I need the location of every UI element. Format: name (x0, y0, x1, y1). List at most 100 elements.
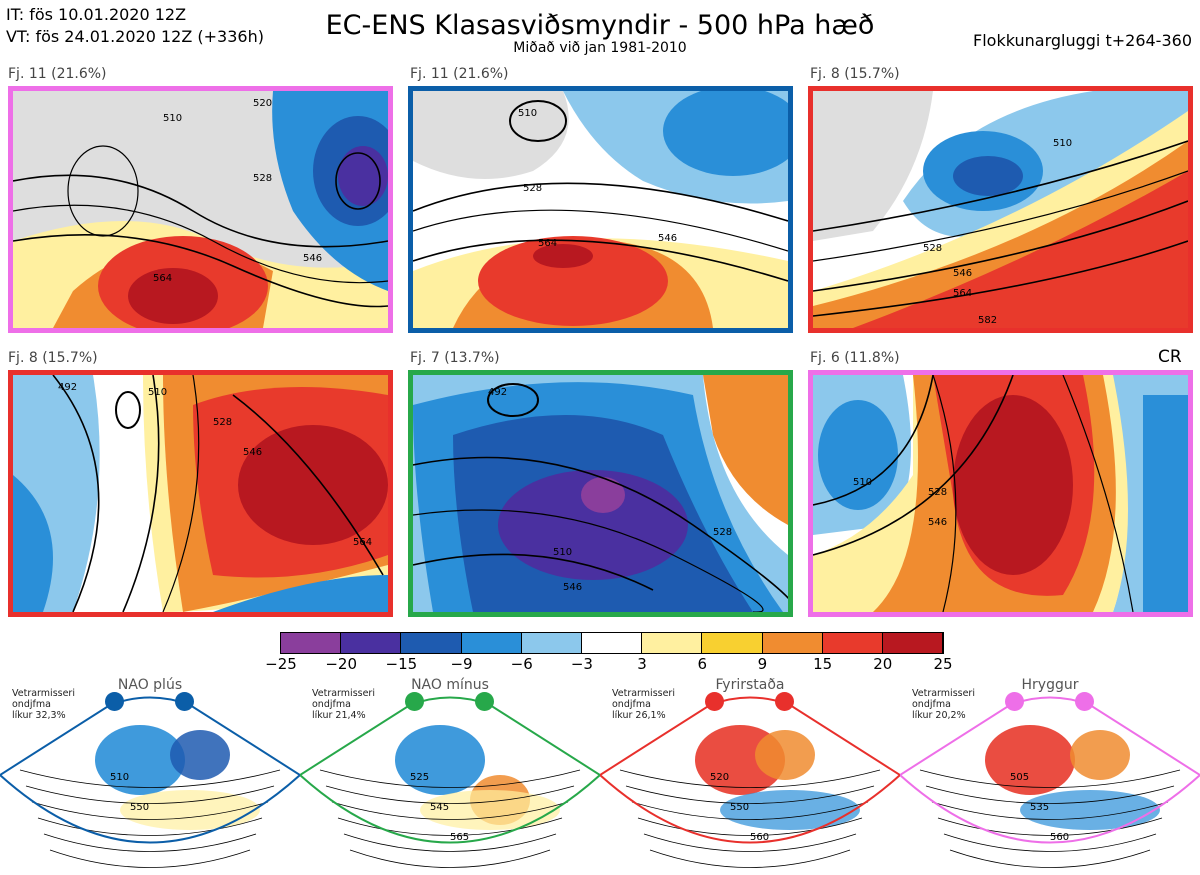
contour-label: 528 (928, 487, 947, 498)
colorbar-tick-label: −25 (265, 655, 297, 673)
regime-info: Vetrarmisseri ondjfma líkur 21,4% (312, 688, 375, 721)
contour-label: 546 (243, 447, 262, 458)
header-times: IT: fös 10.01.2020 12Z VT: fös 24.01.202… (6, 4, 264, 48)
map-panel-3: 510 528 546 564 582 (808, 86, 1193, 333)
colorbar-tick-label: 6 (697, 655, 708, 673)
colorbar-segment (281, 633, 342, 653)
classification-window: Flokkunargluggi t+264-360 (973, 31, 1192, 50)
contour-label: 546 (658, 233, 677, 244)
regime-contour-label: 565 (450, 832, 469, 843)
map-panel-6: 510 528 546 (808, 370, 1193, 617)
contour-label: 546 (953, 268, 972, 279)
panel-label-6: Fj. 6 (11.8%) (810, 350, 900, 366)
regime-contour-label: 535 (1030, 802, 1049, 813)
contour-label: 582 (978, 315, 997, 326)
contour-label: 520 (253, 98, 272, 109)
regime-info: Vetrarmisseri ondjfma líkur 20,2% (912, 688, 975, 721)
regime-info-line: Vetrarmisseri (912, 688, 975, 699)
regime-map: 505 535 560 (898, 696, 1200, 868)
regime-info-line: Vetrarmisseri (312, 688, 375, 699)
contour-label: 510 (518, 108, 537, 119)
map-panel-2: 510 528 546 564 (408, 86, 793, 333)
map-panel-5-field: 492 510 528 546 (413, 375, 788, 612)
contour-label: 564 (538, 238, 557, 249)
regime-contour-label: 545 (430, 802, 449, 813)
contour-label: 510 (553, 547, 572, 558)
colorbar-tick-label: 15 (813, 655, 833, 673)
regime-title: Fyrirstaða (715, 677, 785, 693)
regime-info-line: ondjfma (312, 699, 351, 710)
regime-title: NAO plús (117, 677, 183, 693)
regime-contour-label: 550 (130, 802, 149, 813)
colorbar-tick-label: 3 (637, 655, 647, 673)
regime-4: 505 535 560 Hryggur Vetrarmisseri ondjfma líku… (898, 677, 1200, 871)
panel-label-5: Fj. 7 (13.7%) (410, 350, 500, 366)
regime-contour-label: 560 (1050, 832, 1069, 843)
regime-map: 525 545 565 (298, 696, 602, 868)
map-panel-4: 492 510 528 546 564 (8, 370, 393, 617)
contour-label: 528 (713, 527, 732, 538)
colorbar-tick-label: −9 (450, 655, 473, 673)
colorbar-segment (581, 633, 643, 653)
regime-contour-label: 505 (1010, 772, 1029, 783)
regime-contour-label: 550 (730, 802, 749, 813)
contour-label: 528 (253, 173, 272, 184)
regime-info-line: líkur 21,4% (312, 710, 366, 721)
colorbar-segment (521, 633, 582, 653)
regime-map: 510 550 (0, 696, 302, 868)
colorbar-tick-label: −15 (385, 655, 418, 673)
regime-2: 525 545 565 NAO mínus Vetrarmisseri ondjfma lí… (298, 677, 602, 871)
colorbar-segment (822, 633, 883, 653)
contour-label: 546 (303, 253, 322, 264)
colorbar-tick-label: 20 (873, 655, 893, 673)
colorbar-tick-label: 25 (933, 655, 953, 673)
map-panel-2-field: 510 528 546 564 (413, 91, 788, 328)
contour-label: 564 (153, 273, 172, 284)
regime-3: 520 550 560 Fyrirstaða Vetrarmisseri ondjfma l… (598, 677, 902, 871)
map-panel-1: 510 520 528 546 564 (8, 86, 393, 333)
map-panel-6-field: 510 528 546 (813, 375, 1188, 612)
issue-time: IT: fös 10.01.2020 12Z (6, 5, 187, 24)
regime-info-line: líkur 32,3% (12, 710, 66, 721)
regime-contour-label: 510 (110, 772, 129, 783)
panel-label-1: Fj. 11 (21.6%) (8, 66, 107, 82)
regime-info-line: ondjfma (912, 699, 951, 710)
regime-marker (705, 692, 724, 711)
colorbar-segment (461, 633, 522, 653)
regime-contour-label: 520 (710, 772, 729, 783)
contour-label: 528 (923, 243, 942, 254)
regime-marker (1075, 692, 1094, 711)
colorbar-tick-label: −3 (570, 655, 593, 673)
regime-marker (775, 692, 794, 711)
colorbar-segment (642, 633, 703, 653)
regime-info-line: ondjfma (12, 699, 51, 710)
cr-label: CR (1158, 347, 1182, 367)
map-panel-3-field: 510 528 546 564 582 (813, 91, 1188, 328)
regime-info-line: Vetrarmisseri (12, 688, 75, 699)
contour-label: 510 (163, 113, 182, 124)
regime-contour-label: 525 (410, 772, 429, 783)
regime-marker (475, 692, 494, 711)
colorbar-segment (702, 633, 763, 653)
colorbar-segment (882, 633, 944, 653)
colorbar (280, 632, 944, 654)
contour-label: 510 (853, 477, 872, 488)
regime-info: Vetrarmisseri ondjfma líkur 26,1% (612, 688, 675, 721)
page-title: EC-ENS Klasasviðsmyndir - 500 hPa hæð (325, 10, 875, 41)
regime-marker (105, 692, 124, 711)
contour-label: 528 (523, 183, 542, 194)
regime-info-line: ondjfma (612, 699, 651, 710)
valid-time: VT: fös 24.01.2020 12Z (+336h) (6, 27, 264, 46)
contour-label: 546 (563, 582, 582, 593)
contour-label: 510 (148, 387, 167, 398)
panel-label-3: Fj. 8 (15.7%) (810, 66, 900, 82)
colorbar-tick-label: −20 (325, 655, 357, 673)
colorbar-segment (762, 633, 823, 653)
regime-marker (405, 692, 424, 711)
map-panel-4-field: 492 510 528 546 564 (13, 375, 388, 612)
contour-label: 546 (928, 517, 947, 528)
panel-label-2: Fj. 11 (21.6%) (410, 66, 509, 82)
page-subtitle: Miðað við jan 1981-2010 (513, 40, 687, 56)
regime-contour-label: 560 (750, 832, 769, 843)
contour-label: 510 (1053, 138, 1072, 149)
